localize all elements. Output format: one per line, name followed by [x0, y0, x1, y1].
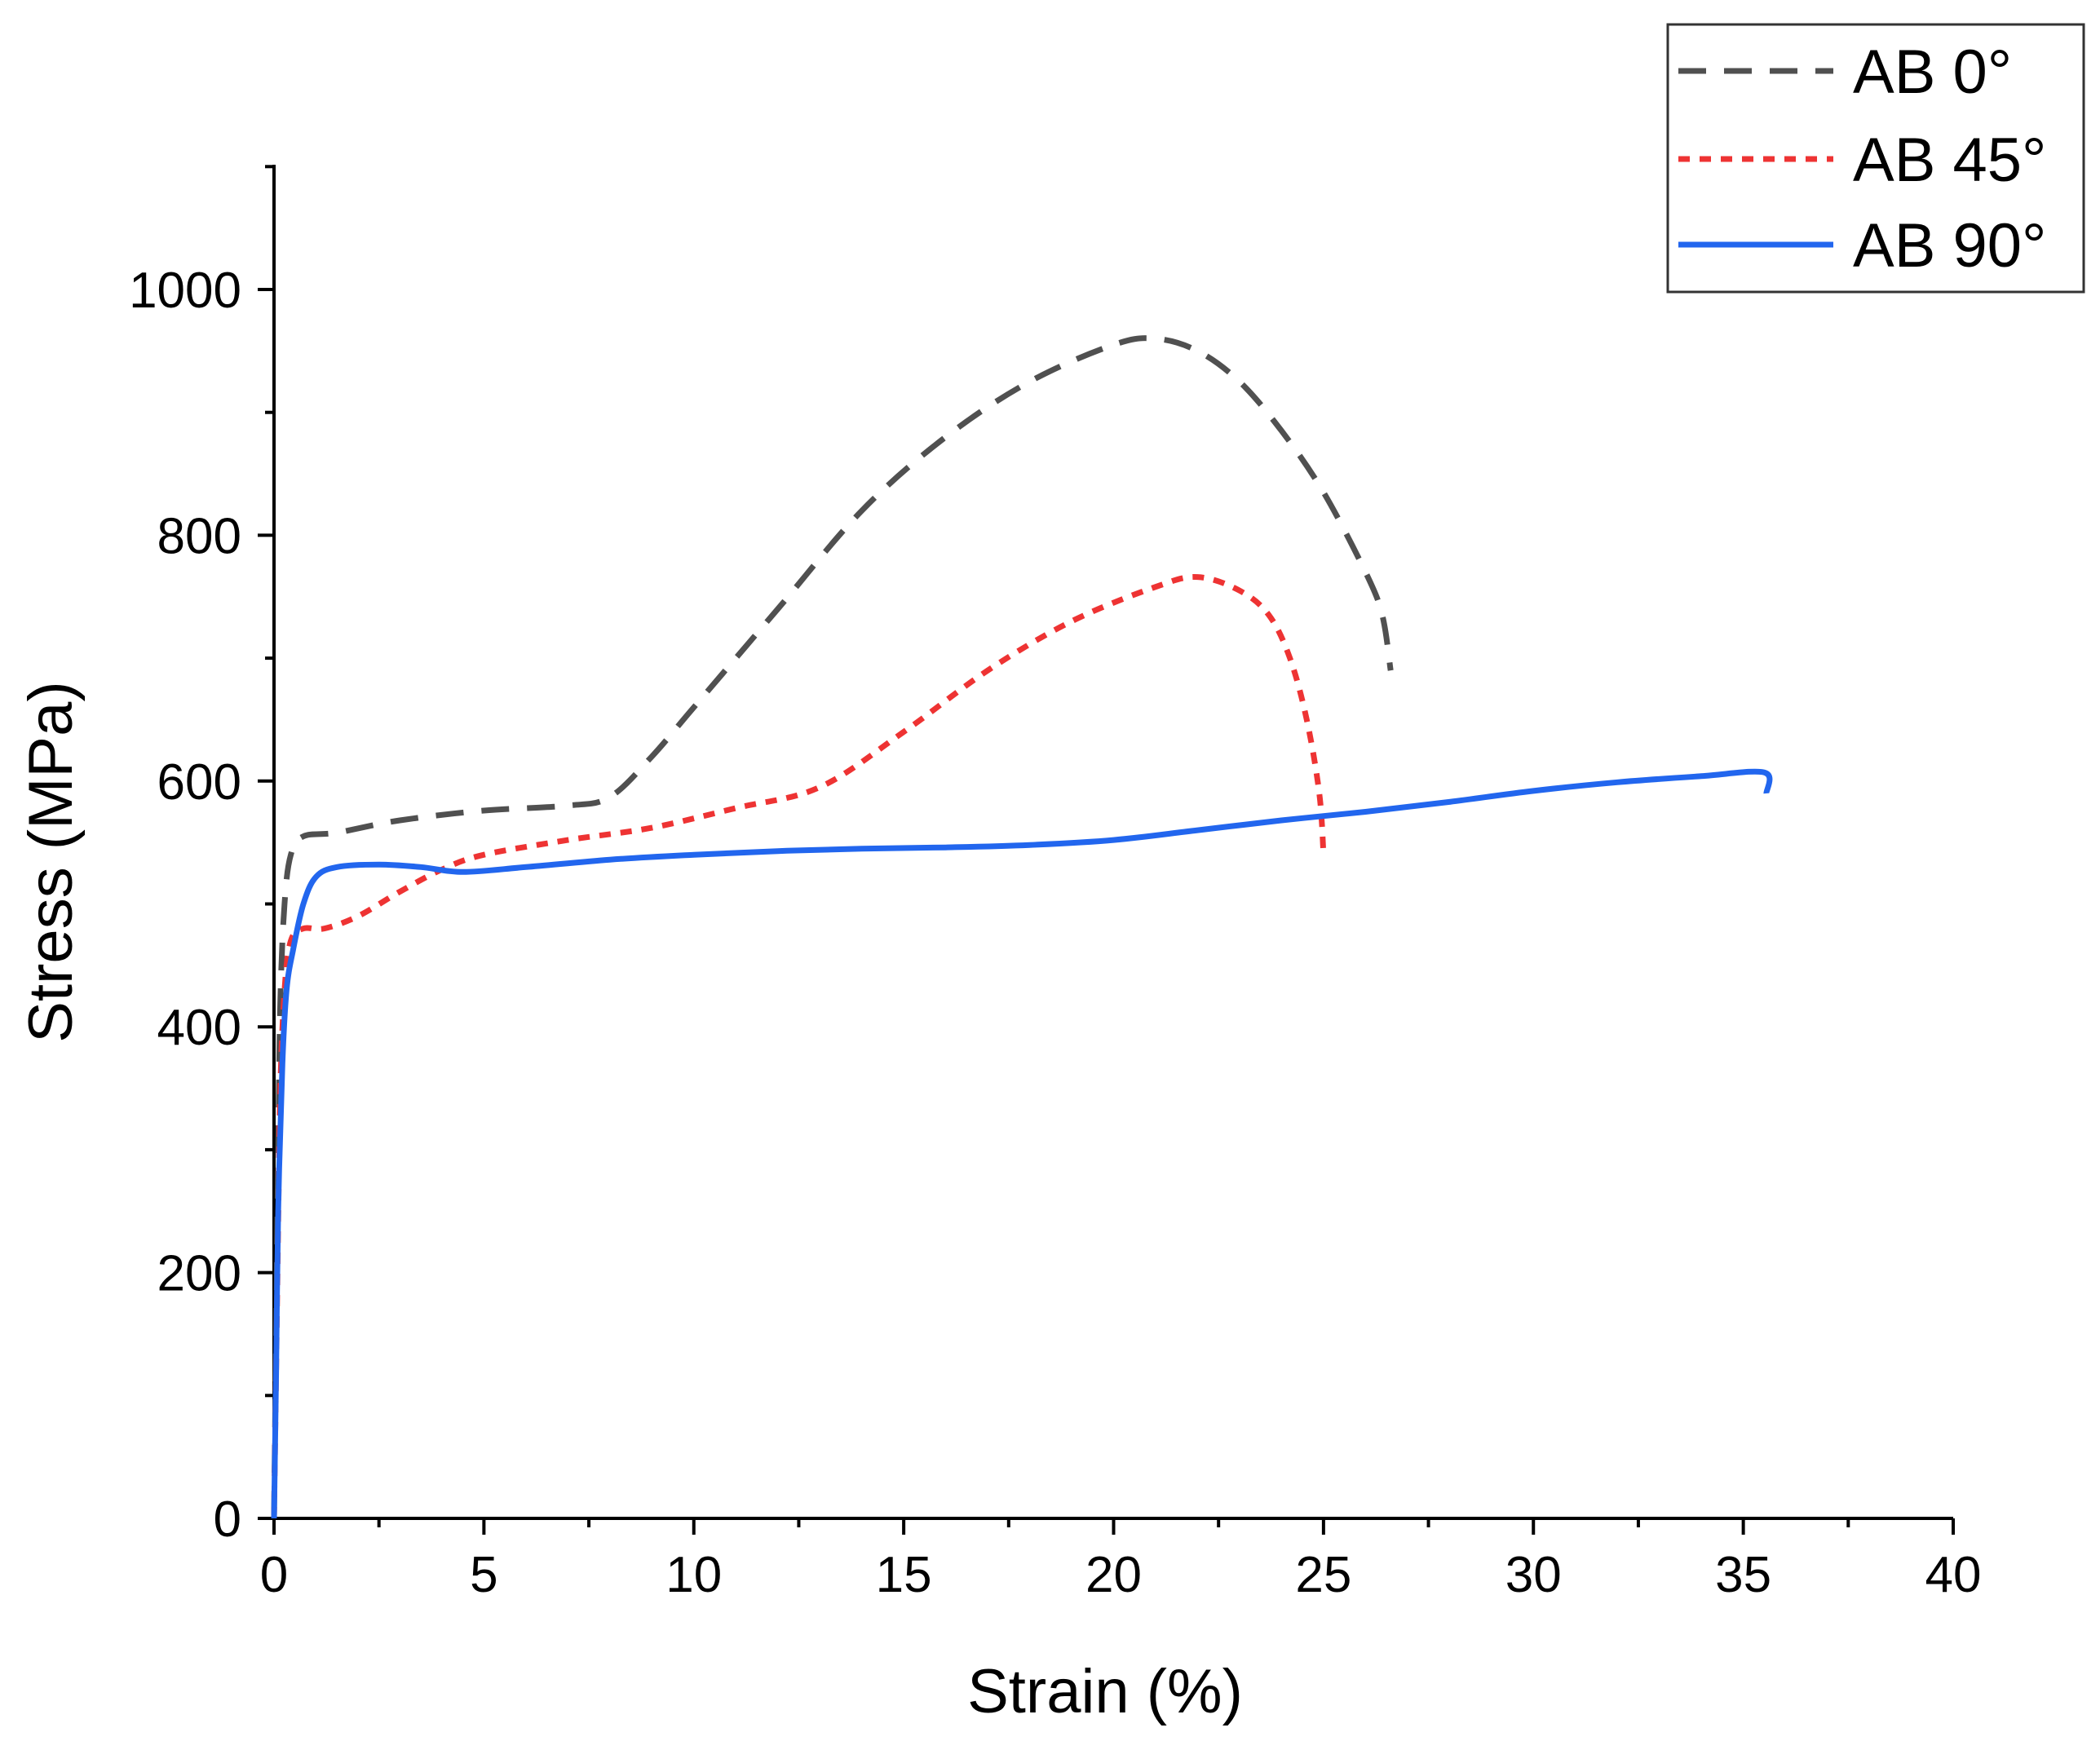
series-line-ab0 [271, 335, 1394, 1519]
legend-label-ab90: AB 90° [1853, 211, 2046, 281]
legend-label-ab0: AB 0° [1853, 38, 2012, 107]
x-tick-label: 15 [876, 1547, 932, 1603]
x-tick-label: 10 [665, 1547, 722, 1603]
x-tick-label: 0 [260, 1547, 288, 1603]
x-tick-label: 25 [1295, 1547, 1351, 1603]
x-tick-label: 20 [1085, 1547, 1142, 1603]
x-tick-label: 5 [470, 1547, 497, 1603]
y-tick-label: 400 [157, 1000, 241, 1056]
x-axis-title: Strain (%) [967, 1657, 1243, 1726]
y-axis-title: Stress (MPa) [16, 681, 86, 1042]
x-tick-label: 35 [1715, 1547, 1771, 1603]
y-tick-label: 200 [157, 1246, 241, 1302]
series-line-ab45 [271, 574, 1327, 1519]
legend-label-ab45: AB 45° [1853, 126, 2046, 195]
y-tick-label: 600 [157, 754, 241, 811]
series-line-ab90 [271, 768, 1773, 1519]
y-axis: 0 200 400 600 800 1000 [129, 165, 276, 1548]
legend: AB 0° AB 45° AB 90° [1666, 23, 2085, 294]
y-tick-label: 1000 [129, 263, 241, 319]
x-tick-label: 40 [1925, 1547, 1982, 1603]
y-tick-label: 0 [214, 1491, 241, 1548]
series-lines [271, 335, 1773, 1519]
x-axis: 0 5 10 15 20 25 30 35 40 [260, 1517, 1982, 1603]
x-tick-label: 30 [1505, 1547, 1562, 1603]
y-tick-label: 800 [157, 508, 241, 564]
